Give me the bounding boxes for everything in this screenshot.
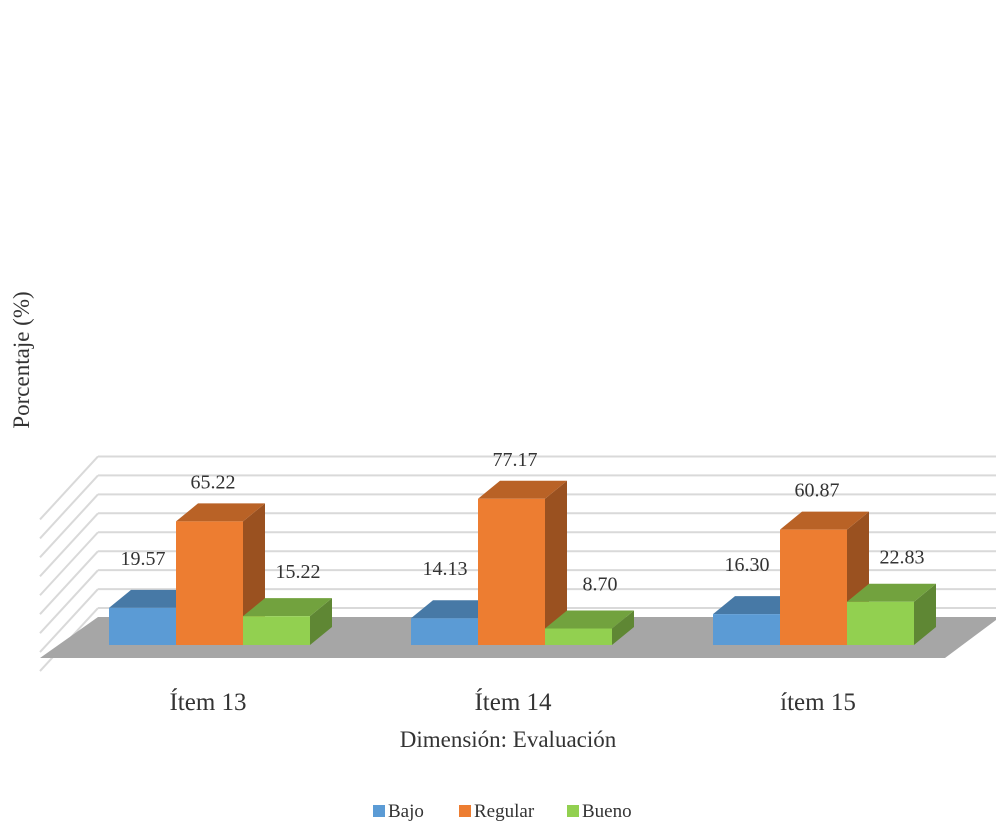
bar-bueno-item-15 (847, 583, 936, 645)
bar-front-face (847, 601, 914, 645)
bar-front-face (109, 607, 176, 645)
bar-front-face (478, 498, 545, 645)
bar-front-face (411, 618, 478, 645)
legend-swatch (373, 805, 385, 817)
bar-front-face (545, 628, 612, 645)
data-label-regular-item-15: 60.87 (795, 480, 840, 502)
legend-swatch (459, 805, 471, 817)
bars (109, 480, 936, 645)
legend-label: Regular (474, 801, 535, 822)
data-label-regular-item-13: 65.22 (191, 471, 236, 493)
bar-bueno-item-13 (243, 598, 332, 645)
data-label-bueno-item-15: 22.83 (880, 547, 925, 569)
data-labels: 19.57 65.22 15.22 14.13 77.17 8.70 16.30 60.87 2… (121, 449, 925, 596)
legend-swatch (567, 805, 579, 817)
legend-item-regular: Regular (459, 801, 535, 822)
legend: Bajo Regular Bueno (373, 801, 632, 822)
gridline-side (39, 588, 99, 653)
bar-front-face (176, 521, 243, 645)
bar-side-face (914, 583, 936, 645)
data-label-bueno-item-13: 15.22 (276, 561, 321, 583)
category-label-item-15: ítem 15 (780, 689, 856, 716)
bar-side-face (612, 610, 634, 645)
gridline-side (39, 550, 99, 615)
bar-top-face (713, 596, 802, 615)
legend-label: Bueno (582, 801, 632, 822)
data-label-bajo-item-13: 19.57 (121, 548, 166, 570)
bar-side-face (310, 598, 332, 645)
gridline-side (39, 474, 99, 540)
legend-item-bueno: Bueno (567, 801, 632, 822)
data-label-bajo-item-15: 16.30 (725, 554, 770, 576)
data-label-regular-item-14: 77.17 (493, 449, 538, 471)
bar-side-face (545, 480, 567, 645)
y-axis-title: Porcentaje (%) (9, 291, 34, 428)
bar-bueno-item-14 (545, 610, 634, 645)
gridline-side (39, 455, 99, 521)
category-label-item-14: Ítem 14 (474, 688, 552, 716)
bar-regular-item-14 (478, 480, 567, 645)
bar-regular-item-13 (176, 503, 265, 645)
legend-label: Bajo (388, 801, 424, 822)
data-label-bueno-item-14: 8.70 (583, 574, 618, 596)
gridline-side (39, 569, 99, 634)
x-axis-title: Dimensión: Evaluación (400, 727, 617, 752)
bar-top-face (847, 583, 936, 602)
gridline-side (39, 531, 99, 596)
bar-front-face (243, 616, 310, 645)
gridline-side (39, 512, 99, 577)
bar-top-face (243, 598, 332, 617)
bar-top-face (411, 600, 500, 619)
category-labels: Ítem 13 Ítem 14 ítem 15 (169, 688, 855, 716)
bar-top-face (109, 589, 198, 608)
bar-front-face (780, 529, 847, 645)
bar-top-face (780, 511, 869, 530)
bar-top-face (176, 503, 265, 522)
gridline-side (39, 493, 99, 559)
data-label-bajo-item-14: 14.13 (423, 558, 468, 580)
legend-item-bajo: Bajo (373, 801, 424, 822)
bar-front-face (713, 614, 780, 645)
bar-top-face (478, 480, 567, 499)
bar-top-face (545, 610, 634, 629)
category-label-item-13: Ítem 13 (169, 688, 246, 716)
